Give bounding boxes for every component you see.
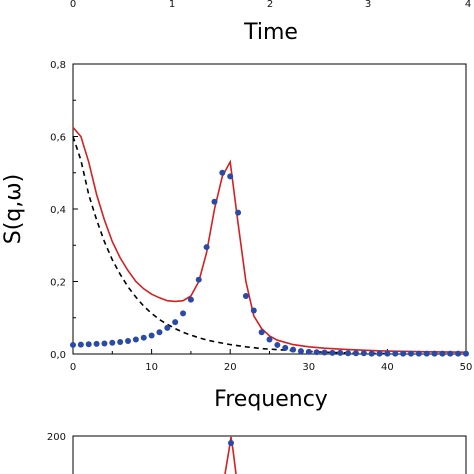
data-point xyxy=(172,319,179,326)
data-point xyxy=(227,173,234,180)
x-tick-label: 30 xyxy=(302,362,315,373)
data-point xyxy=(242,293,249,299)
data-point xyxy=(148,332,155,339)
bottom-plot-frame xyxy=(72,435,467,474)
main-chart: 0 10 20 30 40 50 0,0 0,2 0,4 0,6 0,8 Frequency S(q… xyxy=(1,60,472,412)
data-point xyxy=(93,340,100,347)
y-tick-label: 0,8 xyxy=(50,60,66,71)
top-x-axis-label: Time xyxy=(243,20,298,45)
x-tick-label: 50 xyxy=(460,362,473,373)
y-tick-label: 0,2 xyxy=(50,278,66,289)
data-point xyxy=(431,350,438,357)
data-point xyxy=(250,307,257,314)
data-point xyxy=(77,341,84,348)
data-point xyxy=(282,344,289,351)
data-point xyxy=(455,350,462,357)
top-panel: 0 1 2 3 4 Time xyxy=(70,0,471,45)
data-point xyxy=(392,350,399,357)
data-point xyxy=(337,349,344,356)
axis-ticks xyxy=(72,63,467,355)
data-point xyxy=(109,339,116,346)
x-tick-label: 20 xyxy=(224,362,237,373)
data-point xyxy=(368,350,375,357)
data-point xyxy=(360,350,367,357)
data-point xyxy=(132,336,139,343)
data-point xyxy=(439,350,446,357)
solid-series-line xyxy=(72,126,467,353)
x-axis-label: Frequency xyxy=(214,387,328,412)
axis-tick-labels: 0 10 20 30 40 50 0,0 0,2 0,4 0,6 0,8 xyxy=(50,60,472,373)
y-tick-label: 0,6 xyxy=(50,133,66,144)
top-x-tick-label: 1 xyxy=(169,0,175,10)
y-tick-label: 0,0 xyxy=(50,350,66,361)
top-x-tick-label: 4 xyxy=(465,0,471,10)
data-point xyxy=(235,209,242,216)
data-point xyxy=(211,198,218,205)
x-tick-label: 10 xyxy=(145,362,158,373)
data-point xyxy=(70,341,76,348)
data-point xyxy=(125,337,132,344)
data-point xyxy=(321,349,328,356)
data-point xyxy=(463,350,469,357)
data-point xyxy=(305,348,312,355)
data-point xyxy=(101,340,108,347)
data-point xyxy=(180,310,187,317)
data-point xyxy=(345,350,352,357)
data-point xyxy=(187,296,194,303)
data-point xyxy=(297,348,304,355)
x-tick-label: 40 xyxy=(381,362,394,373)
series-layer xyxy=(70,126,469,357)
data-point xyxy=(85,341,92,348)
data-point xyxy=(164,324,171,331)
data-point xyxy=(423,350,430,357)
data-point xyxy=(258,329,265,336)
data-point xyxy=(447,350,454,357)
data-point xyxy=(329,349,336,356)
bottom-peak-line xyxy=(224,436,237,474)
data-point xyxy=(376,350,383,357)
data-point xyxy=(313,349,320,356)
data-point xyxy=(290,346,297,353)
data-point xyxy=(219,169,226,176)
top-x-tick-label: 0 xyxy=(70,0,76,10)
dashed-series-line xyxy=(72,136,388,355)
top-x-tick-label: 3 xyxy=(365,0,371,10)
bottom-y-tick-label: 200 xyxy=(47,432,66,443)
data-point xyxy=(407,350,414,357)
bottom-panel: 200 xyxy=(47,432,467,474)
data-point xyxy=(195,276,202,283)
y-tick-label: 0,4 xyxy=(50,205,66,216)
data-point xyxy=(415,350,422,357)
data-point xyxy=(140,334,147,341)
bottom-peak-point xyxy=(228,440,234,446)
data-point xyxy=(400,350,407,357)
top-x-tick-label: 2 xyxy=(267,0,273,10)
data-point xyxy=(203,244,210,251)
data-point xyxy=(352,350,359,357)
plot-frame xyxy=(72,63,467,355)
data-point xyxy=(117,339,124,346)
data-point xyxy=(156,329,163,336)
y-axis-label: S(q,ω) xyxy=(1,174,26,245)
data-point xyxy=(266,336,273,343)
data-point xyxy=(384,350,391,357)
x-tick-label: 0 xyxy=(70,362,76,373)
data-point xyxy=(274,341,281,348)
